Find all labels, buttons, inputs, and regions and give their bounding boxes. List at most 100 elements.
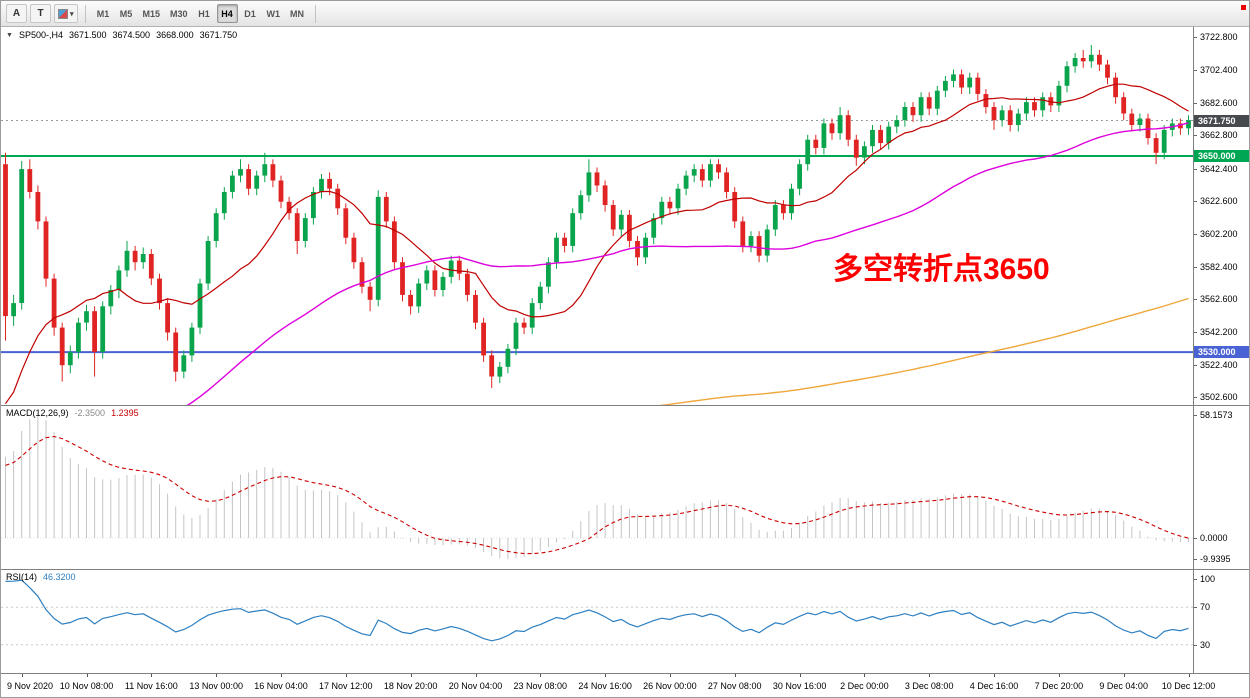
time-axis-label: 30 Nov 16:00: [772, 681, 827, 691]
axis-label: -9.9395: [1200, 554, 1231, 564]
timeframe-button-h1[interactable]: H1: [194, 4, 215, 23]
time-axis-tick: [605, 673, 607, 677]
axis-label: 3702.400: [1200, 65, 1238, 76]
panel-divider[interactable]: [1, 569, 1249, 570]
time-axis-label: 3 Dec 08:00: [904, 681, 954, 691]
candle-body: [1129, 113, 1135, 125]
candle-body: [335, 188, 341, 209]
candle-body: [967, 77, 973, 88]
timeframe-button-m5[interactable]: M5: [116, 4, 137, 23]
candle-body: [100, 306, 106, 352]
axis-label: 3622.600: [1200, 195, 1238, 206]
timeframe-button-m15[interactable]: M15: [139, 4, 165, 23]
candle-body: [894, 120, 900, 127]
axis-tick: [1194, 135, 1197, 137]
time-axis-label: 10 Nov 08:00: [59, 681, 114, 691]
candle-body: [359, 262, 365, 287]
candle-body: [205, 241, 211, 284]
candle-body: [1178, 123, 1183, 129]
rsi-value: 46.3200: [43, 572, 76, 582]
candle-body: [1105, 64, 1110, 78]
axis-tick: [1194, 607, 1197, 609]
candle-body: [140, 254, 146, 263]
time-axis-label: 20 Nov 04:00: [448, 681, 503, 691]
axis-tick: [1194, 559, 1197, 560]
macd-main-value: -2.3500: [74, 408, 106, 418]
symbol-marker-icon: ▼: [6, 31, 13, 39]
candle-body: [230, 175, 235, 192]
moving-average-line: [186, 122, 1189, 405]
arrow-tool-button[interactable]: A: [6, 4, 27, 23]
candle-body: [383, 196, 389, 222]
candle-body: [627, 214, 632, 241]
text-tool-button[interactable]: T: [30, 4, 51, 23]
candle-body: [789, 188, 794, 214]
candle-body: [302, 218, 308, 241]
candle-body: [221, 192, 227, 214]
rsi-panel[interactable]: RSI(14) 46.3200: [1, 569, 1193, 673]
toolbar-separator: [84, 4, 86, 23]
price-tag: 3650.000: [1194, 150, 1249, 162]
timeframe-button-mn[interactable]: MN: [286, 4, 308, 23]
caret-down-icon: ▾: [70, 10, 74, 18]
time-axis-tick: [21, 673, 23, 677]
time-axis[interactable]: 9 Nov 2020 10 Nov 08:00 11 Nov 16:00 13 Nov…: [1, 673, 1215, 697]
candle-body: [124, 250, 130, 271]
axis-tick: [1194, 200, 1197, 202]
candle-body: [781, 205, 786, 214]
time-axis-label: 26 Nov 00:00: [643, 681, 697, 691]
candle-body: [521, 322, 527, 328]
axis-tick: [1194, 102, 1197, 104]
axis-tick: [1194, 266, 1197, 268]
timeframe-button-w1[interactable]: W1: [263, 4, 285, 23]
candle-body: [246, 169, 251, 189]
candle-body: [724, 172, 729, 192]
time-axis-label: 9 Dec 04:00: [1099, 681, 1148, 691]
candle-body: [343, 208, 349, 238]
timeframe-button-d1[interactable]: D1: [240, 4, 261, 23]
candle-body: [975, 77, 981, 94]
timeframe-button-h4[interactable]: H4: [216, 4, 238, 23]
axis-tick: [1194, 538, 1197, 539]
candle-body: [845, 115, 851, 140]
candle-body: [951, 74, 956, 81]
candle-body: [699, 169, 705, 181]
candle-body: [1007, 110, 1013, 125]
candle-body: [853, 139, 859, 158]
candle-body: [1024, 102, 1029, 114]
candle-body: [400, 262, 405, 295]
axis-label: 3562.600: [1200, 293, 1238, 304]
axis-label: 3722.800: [1200, 32, 1238, 43]
timeframe-button-m30[interactable]: M30: [166, 4, 192, 23]
macd-chart[interactable]: [1, 405, 1193, 569]
macd-panel[interactable]: MACD(12,26,9) -2.3500 1.2395: [1, 405, 1193, 569]
rsi-chart[interactable]: [1, 569, 1193, 673]
main-chart-panel[interactable]: ▼ SP500-,H4 3671.500 3674.500 3668.000 3…: [1, 27, 1193, 405]
candle-body: [878, 129, 883, 143]
candle-body: [51, 278, 57, 328]
candle-body: [157, 278, 162, 304]
candle-body: [821, 123, 827, 148]
ohlc-high: 3674.500: [112, 30, 151, 40]
candle-body: [959, 74, 964, 88]
candle-body: [1064, 66, 1070, 86]
candle-body: [84, 311, 89, 323]
price-tag: 3530.000: [1194, 346, 1249, 359]
timeframe-button-m1[interactable]: M1: [93, 4, 114, 23]
candle-body: [108, 290, 114, 307]
candle-body: [813, 139, 819, 148]
candle-body: [1186, 120, 1191, 129]
color-palette-button[interactable]: ▾: [54, 4, 78, 23]
candle-body: [513, 322, 519, 349]
rsi-line: [5, 579, 1189, 642]
candle-body: [732, 192, 738, 222]
candle-body: [651, 218, 657, 238]
candle-body: [562, 237, 567, 246]
candle-body: [481, 322, 486, 356]
axis-tick: [1194, 332, 1197, 334]
panel-divider[interactable]: [1, 405, 1249, 406]
ohlc-close: 3671.750: [199, 30, 238, 40]
candle-body: [35, 192, 41, 222]
candlestick-chart[interactable]: [1, 27, 1193, 405]
